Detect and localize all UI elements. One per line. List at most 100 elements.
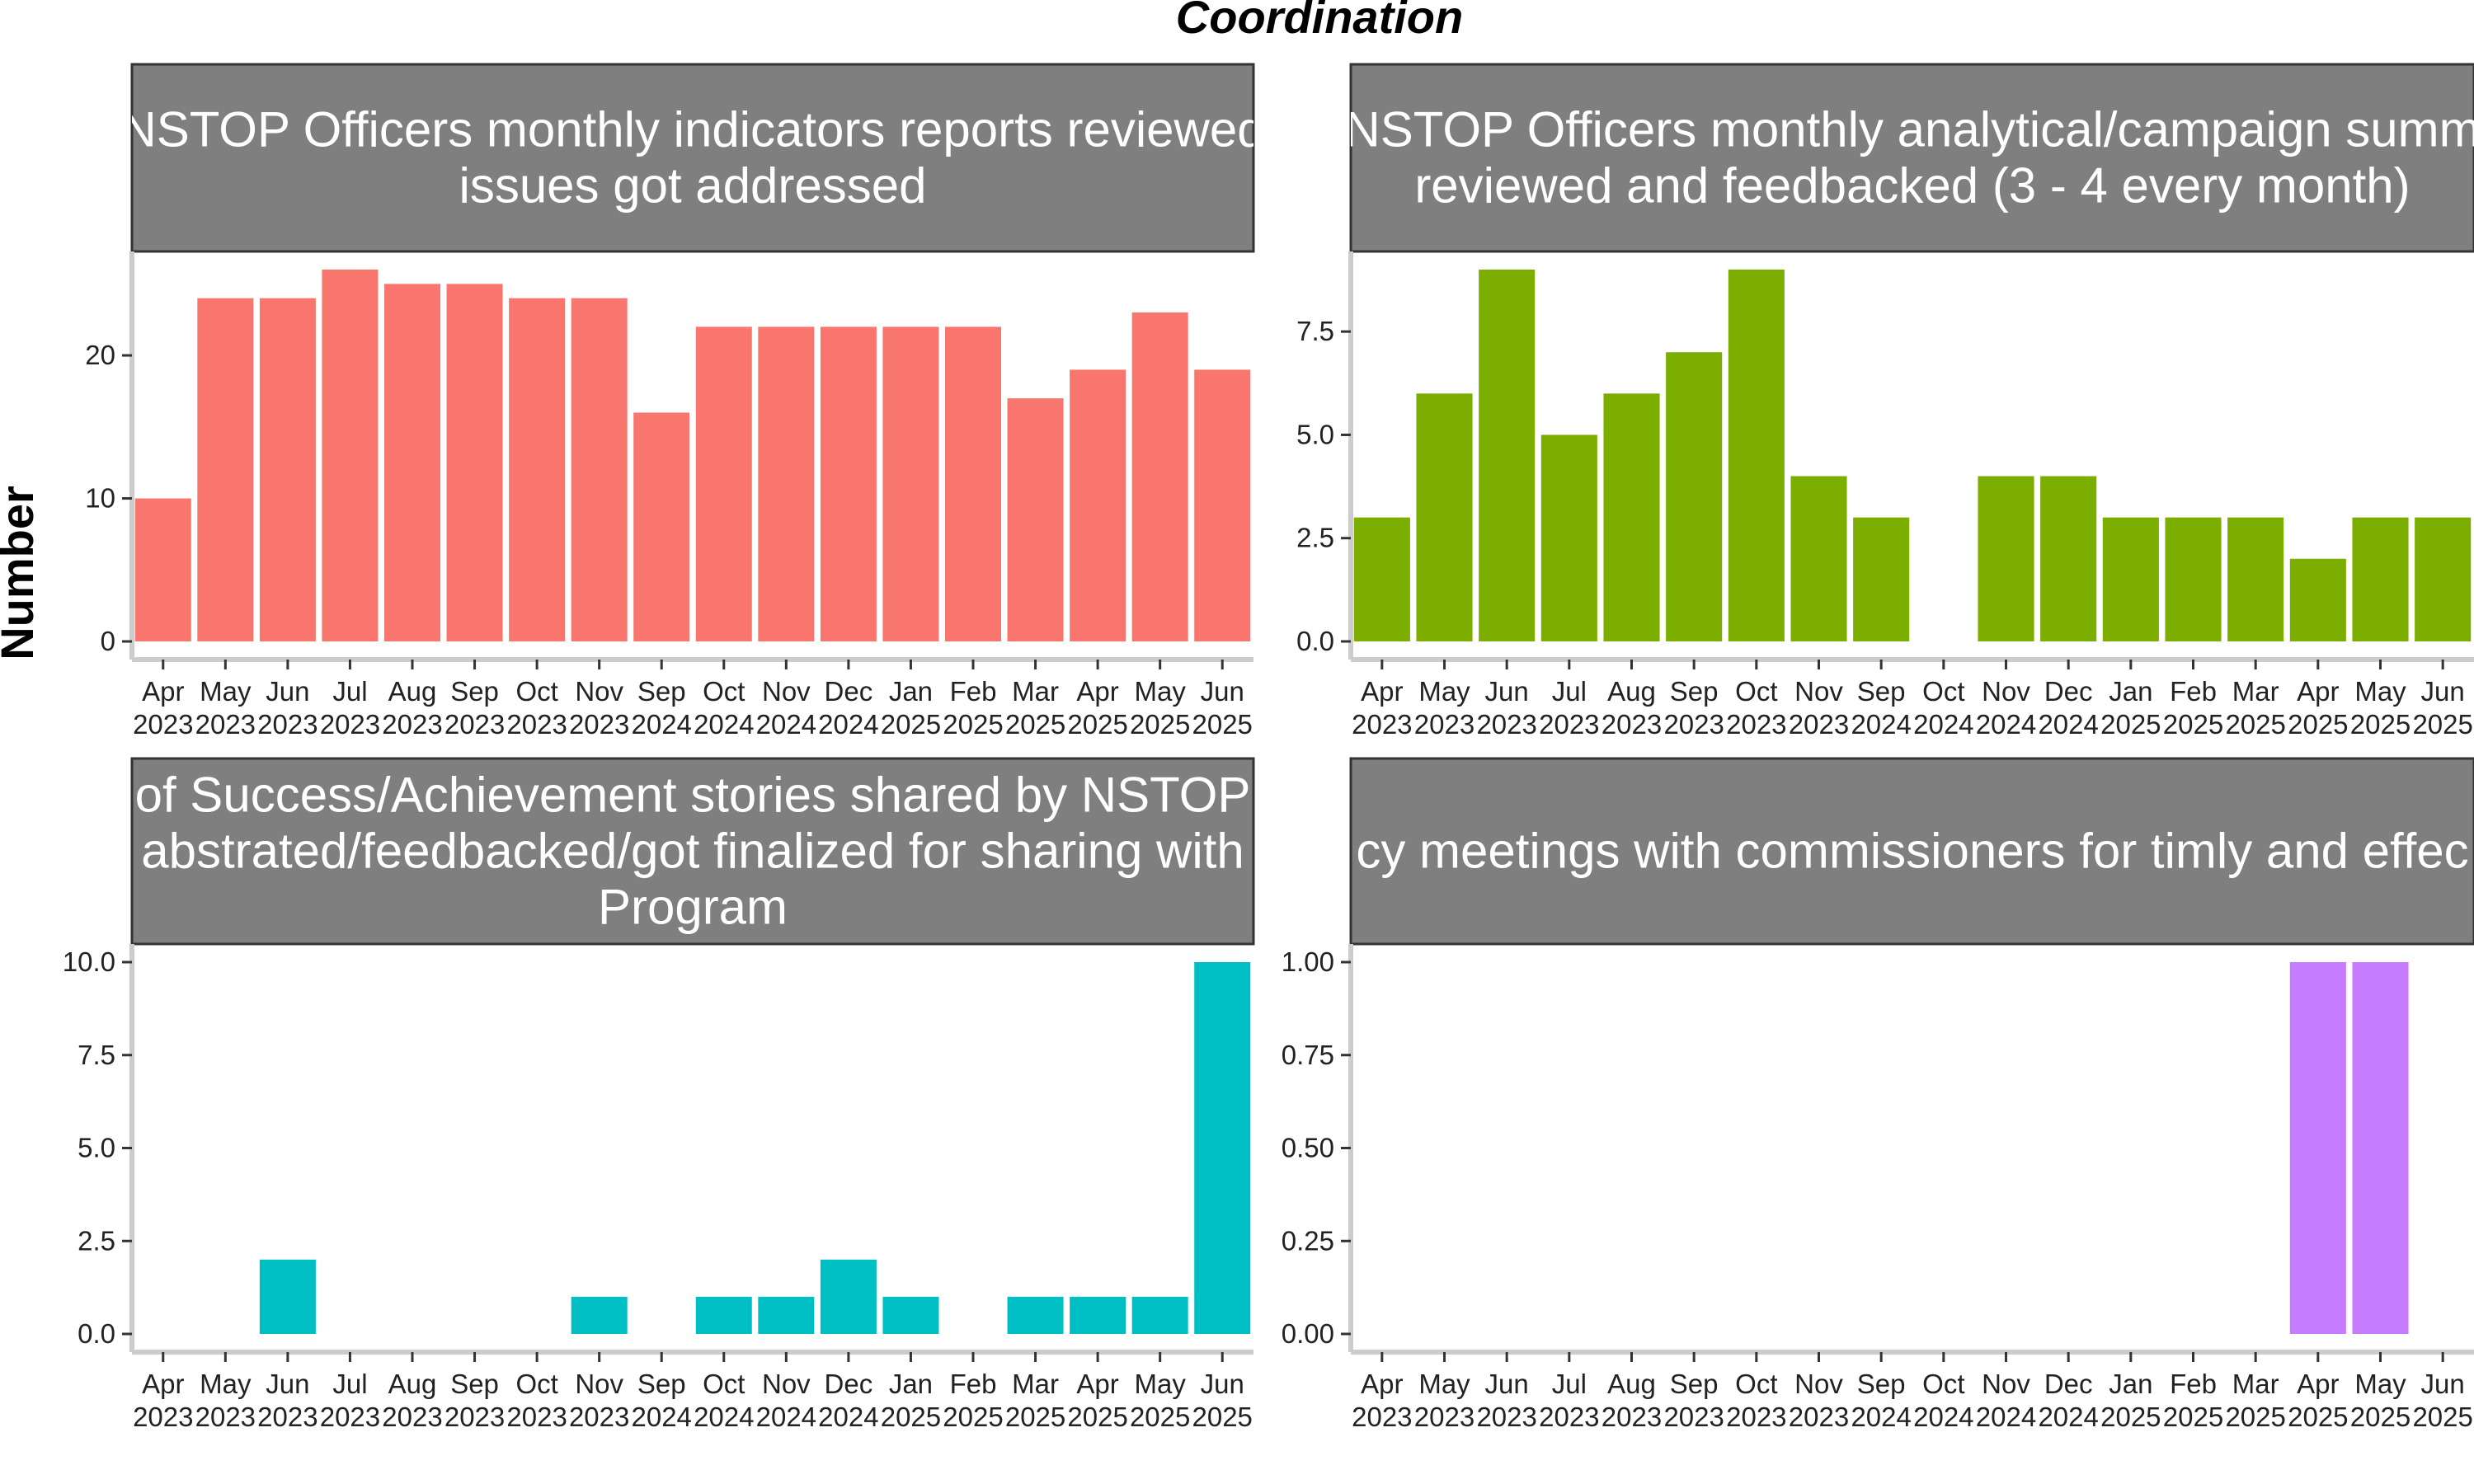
x-tick-label: Jun 2023 (257, 1369, 317, 1432)
x-tick-label: Jun 2025 (1192, 1369, 1253, 1432)
panel-title-line: NSTOP Officers monthly indicators report… (120, 102, 1264, 157)
bar (509, 298, 566, 641)
x-tick-label: Feb 2025 (943, 1369, 1003, 1432)
y-tick-label: 7.5 (78, 1040, 115, 1070)
bar (446, 284, 503, 641)
panel-title-line: issues got addressed (459, 158, 926, 214)
bar (571, 298, 628, 641)
x-tick-label: Nov 2023 (1789, 1369, 1849, 1432)
x-tick-label: Nov 2024 (1976, 1369, 2036, 1432)
bar (197, 298, 254, 641)
bar (1666, 352, 1723, 641)
panel-title-line: NSTOP Officers monthly analytical/campai… (1344, 102, 2474, 157)
x-tick-label: Nov 2023 (569, 1369, 629, 1432)
x-tick-label: Oct 2023 (506, 676, 567, 740)
x-tick-label: Nov 2024 (1976, 676, 2036, 740)
bar (259, 1259, 316, 1334)
x-tick-label: May 2023 (1414, 1369, 1475, 1432)
bar (2352, 962, 2409, 1334)
bar (1070, 369, 1126, 641)
bar (1603, 393, 1660, 641)
bar (820, 1259, 877, 1334)
bar (1790, 476, 1847, 641)
bar (2227, 517, 2284, 641)
bar (1853, 517, 1910, 641)
y-tick-label: 2.5 (78, 1225, 115, 1256)
panel-1: NSTOP Officers monthly indicators report… (85, 63, 1264, 740)
x-tick-label: Apr 2025 (2288, 1369, 2348, 1432)
bar (1194, 962, 1251, 1334)
panel-strip (1349, 757, 2474, 946)
x-tick-label: Mar 2025 (1005, 1369, 1065, 1432)
x-tick-label: Feb 2025 (2163, 1369, 2223, 1432)
bar (2040, 476, 2097, 641)
x-tick-label: Jun 2025 (2412, 676, 2472, 740)
bar (945, 326, 1001, 641)
x-tick-label: Oct 2024 (1913, 676, 1973, 740)
panel-3: of Success/Achievement stories shared by… (63, 757, 1255, 1432)
main-title: Coordination (1176, 0, 1463, 43)
bar (882, 326, 939, 641)
x-tick-label: May 2025 (1130, 676, 1190, 740)
x-tick-label: May 2025 (2350, 676, 2411, 740)
bar (2289, 558, 2346, 641)
bar (1978, 476, 2034, 641)
x-tick-label: Apr 2025 (1067, 1369, 1127, 1432)
panel-title-line: cy meetings with commissioners for timly… (1356, 824, 2468, 879)
x-tick-label: Aug 2023 (382, 1369, 442, 1432)
bar (695, 1296, 752, 1334)
bar (1007, 1296, 1064, 1334)
bar (820, 326, 877, 641)
bar (758, 1296, 815, 1334)
panel-strip (130, 757, 1255, 946)
x-tick-label: Aug 2023 (1602, 1369, 1662, 1432)
y-tick-label: 5.0 (78, 1133, 115, 1163)
x-tick-label: Jun 2023 (257, 676, 317, 740)
y-tick-label: 10.0 (63, 946, 115, 977)
x-tick-label: May 2025 (2350, 1369, 2411, 1432)
bar (1007, 398, 1064, 641)
x-tick-label: Jan 2025 (881, 676, 941, 740)
x-tick-label: Aug 2023 (1602, 676, 1662, 740)
x-tick-label: May 2025 (1130, 1369, 1190, 1432)
panel-title-line: abstrated/feedbacked/got finalized for s… (141, 824, 1244, 879)
x-tick-label: Jun 2023 (1476, 676, 1536, 740)
y-tick-label: 5.0 (1296, 419, 1334, 449)
panel-title-line: reviewed and feedbacked (3 - 4 every mon… (1414, 158, 2410, 214)
x-tick-label: Sep 2024 (1851, 1369, 1911, 1432)
y-tick-label: 0.0 (1296, 626, 1334, 656)
x-tick-label: Apr 2023 (1352, 676, 1412, 740)
x-tick-label: Jul 2023 (1539, 1369, 1599, 1432)
bar (2352, 517, 2409, 641)
bars (134, 270, 1251, 641)
x-tick-label: Jan 2025 (2100, 676, 2161, 740)
y-tick-label: 7.5 (1296, 316, 1334, 346)
panel-title-line: Program (598, 880, 788, 935)
x-tick-label: Mar 2025 (2225, 676, 2285, 740)
x-tick-label: Sep 2024 (632, 676, 692, 740)
x-tick-label: Apr 2023 (133, 1369, 193, 1432)
bar (1070, 1296, 1126, 1334)
bar (1194, 369, 1251, 641)
bar (259, 298, 316, 641)
bar (695, 326, 752, 641)
y-tick-label: 20 (85, 340, 115, 370)
bar (882, 1296, 939, 1334)
x-tick-label: Dec 2024 (818, 1369, 878, 1432)
bar (134, 498, 191, 641)
x-tick-label: Jul 2023 (320, 676, 380, 740)
bar (2102, 517, 2159, 641)
x-tick-label: Sep 2023 (1663, 676, 1724, 740)
x-tick-label: Oct 2023 (1726, 676, 1786, 740)
bar (758, 326, 815, 641)
x-tick-label: Apr 2025 (2288, 676, 2348, 740)
x-tick-label: Oct 2023 (1726, 1369, 1786, 1432)
x-tick-label: Feb 2025 (943, 676, 1003, 740)
y-axis-title: Number (0, 486, 43, 660)
x-tick-label: Aug 2023 (382, 676, 442, 740)
x-tick-label: Sep 2024 (632, 1369, 692, 1432)
x-tick-label: Sep 2023 (444, 676, 505, 740)
x-tick-label: Nov 2024 (756, 676, 816, 740)
bar (322, 270, 379, 641)
